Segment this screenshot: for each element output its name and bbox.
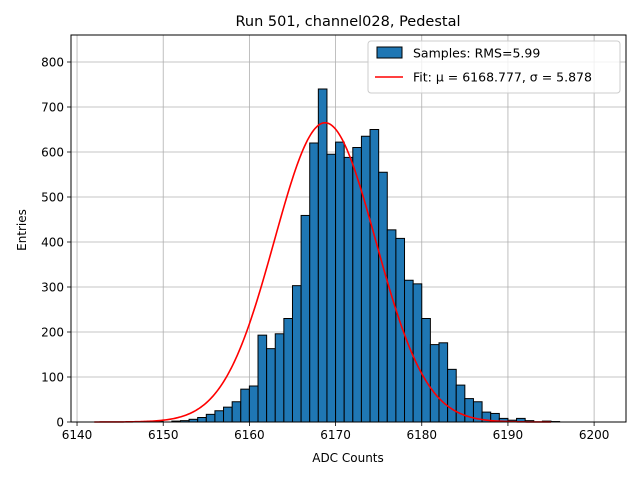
y-axis-label: Entries: [15, 209, 29, 251]
histogram-bar: [214, 410, 225, 423]
histogram-bar: [266, 348, 276, 423]
y-tick-label: 300: [41, 281, 64, 295]
histogram-bar: [412, 283, 423, 423]
legend-swatch-samples: [376, 46, 403, 59]
histogram-bar: [369, 129, 380, 423]
histogram-bar: [257, 334, 268, 423]
histogram-bar: [205, 413, 216, 423]
legend-label-fit: Fit: μ = 6168.777, σ = 5.878: [413, 70, 592, 85]
y-tick-label: 0: [56, 416, 64, 430]
histogram-bar: [455, 384, 466, 423]
histogram-bar: [464, 398, 474, 423]
histogram-bar: [326, 153, 337, 423]
y-tick-label: 800: [41, 56, 64, 70]
legend: Samples: RMS=5.99 Fit: μ = 6168.777, σ =…: [367, 40, 621, 94]
x-tick-label: 6200: [579, 428, 610, 442]
histogram-bar: [197, 417, 207, 423]
histogram-bar: [438, 342, 449, 423]
legend-label-samples: Samples: RMS=5.99: [413, 46, 540, 61]
histogram-bar: [274, 333, 285, 423]
histogram-bar: [360, 135, 371, 423]
histogram-bar: [240, 388, 250, 423]
y-tick-label: 500: [41, 191, 64, 205]
x-tick-label: 6140: [62, 428, 93, 442]
histogram-bar: [429, 344, 440, 423]
histogram-bar: [343, 156, 354, 423]
x-tick-label: 6180: [406, 428, 437, 442]
x-tick-label: 6160: [234, 428, 265, 442]
plot-frame: [70, 34, 627, 423]
y-tick-label: 600: [41, 146, 64, 160]
gaussian-fit-line: [94, 121, 552, 423]
chart-title: Run 501, channel028, Pedestal: [235, 14, 460, 30]
histogram-bar: [386, 229, 397, 423]
histogram-bar: [447, 368, 457, 423]
y-tick-label: 400: [41, 236, 64, 250]
legend-box: [367, 40, 621, 94]
x-axis: 6140 6150 6160 6170 6180 6190 6200: [62, 422, 610, 442]
x-tick-label: 6170: [320, 428, 351, 442]
histogram-bar: [231, 401, 242, 423]
x-tick-label: 6190: [493, 428, 524, 442]
y-tick-label: 700: [41, 101, 64, 115]
histogram-bar: [335, 141, 345, 423]
y-tick-label: 100: [41, 371, 64, 385]
y-axis: 0 100 200 300 400 500 600 700 800: [41, 56, 71, 430]
histogram-bar: [300, 214, 311, 423]
histogram-bar: [378, 171, 388, 423]
x-axis-label: ADC Counts: [312, 451, 384, 465]
histogram-bar: [283, 318, 293, 423]
histogram-bar: [223, 406, 233, 423]
y-tick-label: 200: [41, 326, 64, 340]
histogram-bar: [248, 385, 259, 423]
histogram-bar: [309, 142, 319, 423]
histogram-bar: [421, 318, 431, 423]
histogram-bars: [136, 88, 561, 423]
x-tick-label: 6150: [148, 428, 179, 442]
histogram-bar: [291, 285, 302, 423]
histogram-bar: [317, 88, 328, 423]
